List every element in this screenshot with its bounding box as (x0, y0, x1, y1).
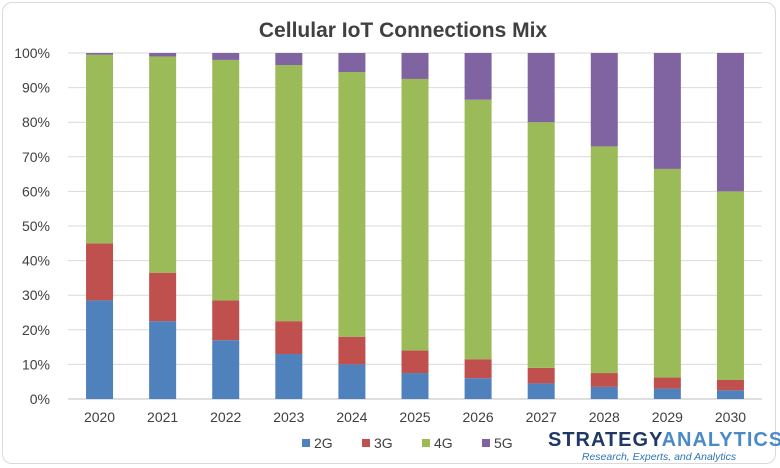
legend-label-2g: 2G (314, 435, 333, 451)
bar-2g-2020 (86, 300, 114, 399)
bar-4g-2027 (527, 122, 555, 368)
x-tick-label: 2026 (463, 409, 494, 425)
y-tick-label: 0% (30, 391, 50, 407)
chart-title: Cellular IoT Connections Mix (259, 19, 548, 42)
x-tick-label: 2023 (273, 409, 304, 425)
bar-4g-2024 (338, 72, 366, 337)
bar-3g-2025 (401, 350, 429, 374)
bar-2g-2028 (590, 386, 618, 399)
bar-3g-2023 (275, 321, 303, 355)
bar-4g-2022 (212, 59, 240, 301)
bar-4g-2026 (464, 99, 492, 360)
y-tick-label: 10% (22, 356, 50, 372)
brand-name-part1: STRATEGY (548, 429, 662, 451)
x-tick-label: 2022 (210, 409, 241, 425)
bar-5g-2028 (590, 53, 618, 147)
brand-name-part2: ANALYTICS (661, 429, 780, 451)
bar-3g-2026 (464, 359, 492, 379)
y-tick-label: 100% (14, 45, 50, 61)
chart-frame (2, 2, 776, 464)
y-tick-label: 50% (22, 218, 50, 234)
bar-4g-2021 (149, 56, 177, 273)
bar-4g-2023 (275, 65, 303, 322)
bar-5g-2026 (464, 53, 492, 100)
bar-5g-2029 (653, 53, 681, 169)
bar-3g-2029 (653, 377, 681, 389)
bar-2g-2027 (527, 383, 555, 399)
y-tick-label: 70% (22, 149, 50, 165)
x-tick-label: 2029 (652, 409, 683, 425)
bar-4g-2029 (653, 168, 681, 378)
bar-3g-2027 (527, 367, 555, 384)
y-tick-label: 20% (22, 322, 50, 338)
x-tick-label: 2030 (715, 409, 746, 425)
bar-4g-2020 (86, 54, 114, 244)
bar-3g-2024 (338, 336, 366, 365)
legend-label-3g: 3G (374, 435, 393, 451)
bar-5g-2023 (275, 53, 303, 66)
bar-2g-2030 (716, 390, 744, 399)
legend-swatch-4g (422, 439, 430, 447)
y-tick-label: 30% (22, 287, 50, 303)
x-tick-label: 2024 (336, 409, 367, 425)
bar-2g-2026 (464, 378, 492, 399)
bar-4g-2025 (401, 78, 429, 351)
legend-swatch-2g (302, 439, 310, 447)
y-axis-ticks: 0% 10% 20% 30% 40% 50% 60% 70% 80% 90% 100% (14, 45, 50, 407)
bar-3g-2020 (86, 243, 114, 301)
bar-4g-2028 (590, 146, 618, 374)
x-tick-label: 2025 (399, 409, 430, 425)
bar-5g-2025 (401, 53, 429, 79)
brand-name: STRATEGYANALYTICS (548, 429, 780, 451)
y-tick-label: 60% (22, 183, 50, 199)
bar-5g-2030 (716, 53, 744, 192)
legend: 2G 3G 4G 5G (302, 435, 513, 451)
strategy-analytics-logo: STRATEGYANALYTICS Research, Experts, and… (548, 429, 780, 464)
y-tick-label: 90% (22, 80, 50, 96)
y-tick-label: 40% (22, 253, 50, 269)
bar-5g-2021 (149, 53, 177, 57)
x-tick-label: 2020 (84, 409, 115, 425)
bar-3g-2030 (716, 379, 744, 391)
x-tick-label: 2027 (526, 409, 557, 425)
bars (86, 53, 744, 399)
bar-5g-2020 (86, 53, 114, 55)
bar-5g-2027 (527, 53, 555, 123)
legend-swatch-3g (362, 439, 370, 447)
x-tick-label: 2028 (589, 409, 620, 425)
bar-2g-2021 (149, 321, 177, 399)
bar-2g-2023 (275, 354, 303, 399)
bar-2g-2024 (338, 364, 366, 399)
x-axis-ticks: 2020 2021 2022 2023 2024 2025 2026 2027 2028 2029… (84, 409, 746, 425)
y-tick-label: 80% (22, 114, 50, 130)
legend-label-4g: 4G (434, 435, 453, 451)
bar-3g-2028 (590, 373, 618, 387)
bar-5g-2022 (212, 53, 240, 60)
legend-swatch-5g (482, 439, 490, 447)
legend-label-5g: 5G (494, 435, 513, 451)
bar-2g-2025 (401, 373, 429, 399)
bar-3g-2022 (212, 300, 240, 341)
brand-tagline: Research, Experts, and Analytics (581, 451, 737, 463)
bar-2g-2029 (653, 388, 681, 399)
x-tick-label: 2021 (147, 409, 178, 425)
bar-3g-2021 (149, 272, 177, 322)
bar-5g-2024 (338, 53, 366, 73)
bar-4g-2030 (716, 191, 744, 380)
bar-2g-2022 (212, 340, 240, 399)
